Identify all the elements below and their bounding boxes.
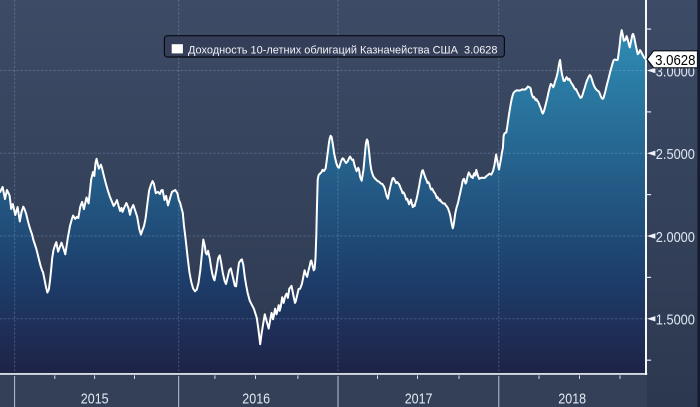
svg-text:3.0628: 3.0628 — [655, 53, 695, 69]
svg-text:2018: 2018 — [558, 392, 586, 407]
svg-text:2.5000: 2.5000 — [656, 147, 695, 163]
svg-text:2.0000: 2.0000 — [656, 230, 695, 246]
svg-text:Доходность 10-летних облигаций: Доходность 10-летних облигаций Казначейс… — [188, 44, 498, 56]
svg-text:2016: 2016 — [242, 392, 270, 407]
svg-text:2017: 2017 — [405, 392, 433, 407]
svg-text:1.5000: 1.5000 — [656, 313, 695, 329]
svg-text:2015: 2015 — [81, 392, 109, 407]
